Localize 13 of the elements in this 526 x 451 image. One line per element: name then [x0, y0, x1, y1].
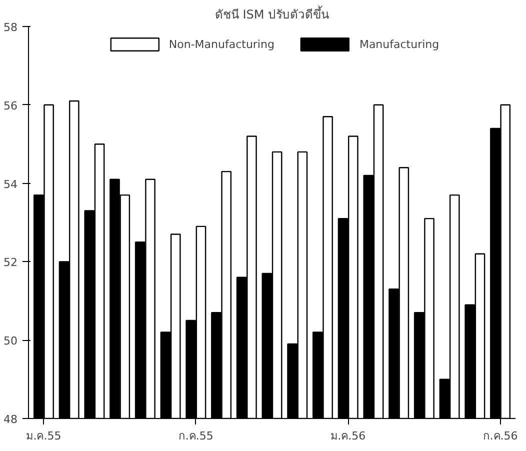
y-tick-label: 54 [4, 178, 18, 191]
y-tick-label: 52 [4, 256, 18, 270]
chart-title: ดัชนี ISM ปรับตัวดีขึ้น [214, 6, 330, 22]
y-tick-label: 58 [4, 21, 18, 34]
y-tick-label: 48 [4, 413, 18, 426]
x-tick-label: ม.ค.56 [330, 430, 366, 442]
legend-label: Manufacturing [359, 38, 440, 50]
legend-label: Non-Manufacturing [168, 38, 274, 50]
y-tick-label: 56 [4, 99, 18, 112]
y-tick-label: 50 [4, 334, 18, 348]
x-tick-label: ม.ค.55 [26, 430, 62, 442]
x-tick-label: ก.ค.55 [178, 430, 214, 442]
x-tick-label: ก.ค.56 [482, 430, 518, 442]
